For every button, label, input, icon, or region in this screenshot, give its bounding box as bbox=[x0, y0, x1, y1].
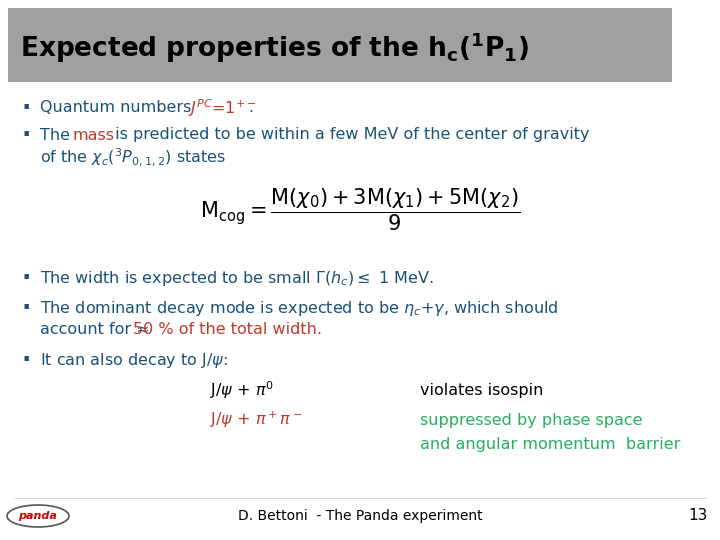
Text: violates isospin: violates isospin bbox=[420, 382, 544, 397]
Text: .: . bbox=[248, 100, 253, 116]
Text: panda: panda bbox=[19, 511, 58, 521]
Text: ·: · bbox=[22, 96, 32, 120]
Text: $\mathrm{M_{cog}} = \dfrac{\mathrm{M}(\chi_0)+3\mathrm{M}(\chi_1)+5\mathrm{M}(\c: $\mathrm{M_{cog}} = \dfrac{\mathrm{M}(\c… bbox=[200, 187, 520, 233]
Text: D. Bettoni  - The Panda experiment: D. Bettoni - The Panda experiment bbox=[238, 509, 482, 523]
Text: Quantum numbers: Quantum numbers bbox=[40, 100, 197, 116]
Text: ·: · bbox=[22, 266, 32, 290]
Text: The: The bbox=[40, 127, 75, 143]
Text: suppressed by phase space: suppressed by phase space bbox=[420, 413, 642, 428]
Text: $J^{PC}$=1$^{+-}$: $J^{PC}$=1$^{+-}$ bbox=[188, 97, 257, 119]
Text: The width is expected to be small $\Gamma(h_c) \leq$ 1 MeV.: The width is expected to be small $\Gamm… bbox=[40, 268, 433, 287]
Text: account for ≈: account for ≈ bbox=[40, 322, 155, 338]
Text: 13: 13 bbox=[688, 509, 708, 523]
Text: J/$\psi$ + $\pi^+\pi^-$: J/$\psi$ + $\pi^+\pi^-$ bbox=[210, 410, 302, 430]
Text: It can also decay to J/$\psi$:: It can also decay to J/$\psi$: bbox=[40, 350, 228, 369]
Text: of the $\chi_c(^3P_{0,1,2})$ states: of the $\chi_c(^3P_{0,1,2})$ states bbox=[40, 146, 226, 168]
Text: and angular momentum  barrier: and angular momentum barrier bbox=[420, 437, 680, 453]
FancyBboxPatch shape bbox=[8, 8, 672, 82]
Text: ·: · bbox=[22, 123, 32, 147]
Text: is predicted to be within a few MeV of the center of gravity: is predicted to be within a few MeV of t… bbox=[110, 127, 590, 143]
Text: Expected properties of the $\mathbf{h_c(^1P_1)}$: Expected properties of the $\mathbf{h_c(… bbox=[20, 31, 529, 65]
Text: mass: mass bbox=[72, 127, 114, 143]
Text: ·: · bbox=[22, 296, 32, 320]
Text: ·: · bbox=[22, 348, 32, 372]
Text: The dominant decay mode is expected to be $\eta_c$+$\gamma$, which should: The dominant decay mode is expected to b… bbox=[40, 299, 559, 318]
Text: J/$\psi$ + $\pi^0$: J/$\psi$ + $\pi^0$ bbox=[210, 379, 274, 401]
Text: 50 % of the total width.: 50 % of the total width. bbox=[133, 322, 322, 338]
